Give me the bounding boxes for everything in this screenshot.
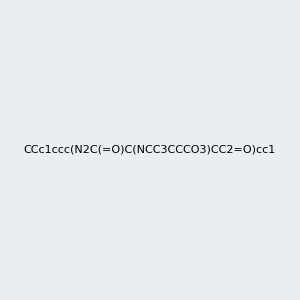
Text: CCc1ccc(N2C(=O)C(NCC3CCCO3)CC2=O)cc1: CCc1ccc(N2C(=O)C(NCC3CCCO3)CC2=O)cc1 xyxy=(24,145,276,155)
